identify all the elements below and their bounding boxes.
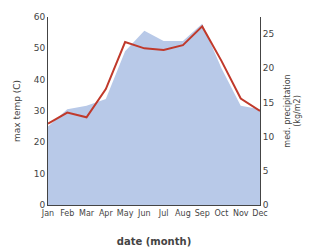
svg-text:Feb: Feb [60, 209, 74, 218]
svg-text:Mar: Mar [79, 209, 95, 218]
svg-text:med. precipitation(kg/m2): med. precipitation(kg/m2) [283, 74, 302, 147]
svg-text:0: 0 [39, 200, 45, 210]
svg-text:Jul: Jul [158, 209, 169, 218]
svg-text:Nov: Nov [233, 209, 249, 218]
svg-text:10: 10 [263, 132, 275, 142]
svg-text:Aug: Aug [175, 209, 191, 218]
svg-text:60: 60 [34, 12, 46, 22]
svg-text:Dec: Dec [252, 209, 267, 218]
svg-text:Jan: Jan [41, 209, 54, 218]
svg-text:date (month): date (month) [117, 236, 191, 247]
svg-text:max temp (C): max temp (C) [12, 80, 22, 142]
svg-text:Apr: Apr [99, 209, 114, 218]
svg-text:10: 10 [34, 169, 46, 179]
svg-text:15: 15 [263, 98, 274, 108]
svg-text:May: May [117, 209, 134, 218]
svg-text:40: 40 [34, 75, 46, 85]
svg-text:20: 20 [34, 137, 46, 147]
svg-text:5: 5 [263, 166, 269, 176]
svg-text:30: 30 [34, 106, 46, 116]
svg-text:50: 50 [34, 43, 46, 53]
svg-text:25: 25 [263, 29, 274, 39]
svg-text:Oct: Oct [215, 209, 229, 218]
svg-text:20: 20 [263, 63, 275, 73]
svg-text:Jun: Jun [137, 209, 151, 218]
svg-text:0: 0 [263, 200, 269, 210]
svg-text:Sep: Sep [195, 209, 210, 218]
